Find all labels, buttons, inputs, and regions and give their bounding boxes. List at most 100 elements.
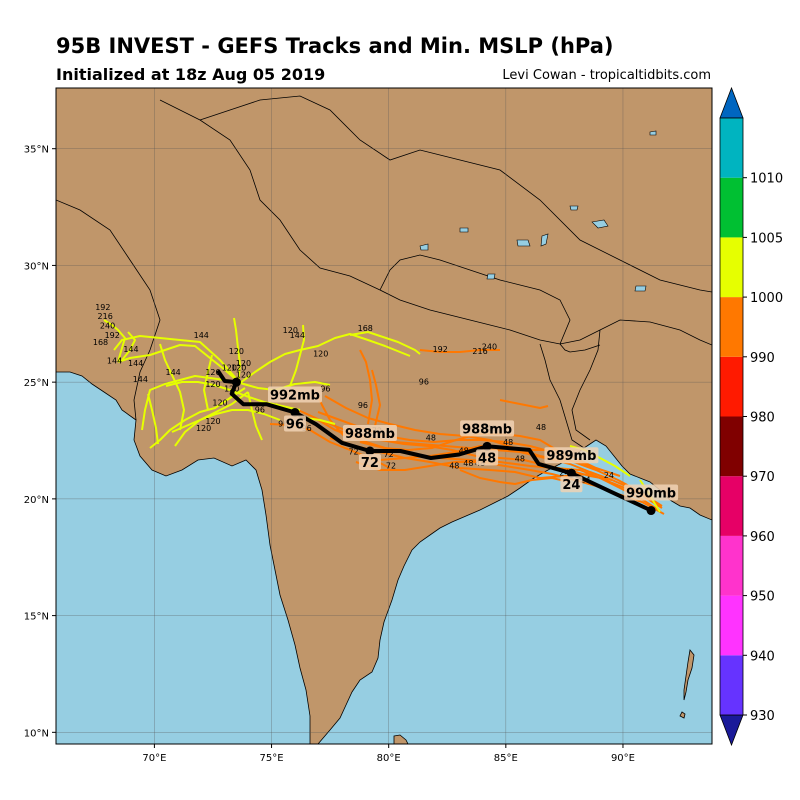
forecast-hour-label: 48 [478,451,496,466]
member-hour-label: 120 [236,370,251,379]
member-hour-label: 144 [290,331,305,340]
member-hour-label: 144 [194,331,209,340]
member-hour-label: 168 [93,338,108,347]
member-hour-label: 120 [283,326,298,335]
colorbar-label: 990 [750,351,775,366]
colorbar-segment [720,356,743,417]
colorbar-label: 960 [750,530,775,545]
border-lines [56,95,712,449]
member-hour-label: 144 [107,356,122,365]
hour-label-box [358,454,381,471]
member-hour-label: 120 [205,380,220,389]
init-time: Initialized at 18z Aug 05 2019 [56,65,326,84]
member-hour-label: 48 [426,434,436,443]
member-hour-label: 120 [196,424,211,433]
hour-label-box [476,449,499,466]
mean-track-point [231,377,241,387]
mslp-label: 989mb [546,449,596,464]
member-hour-label: 120 [205,417,220,426]
member-hour-label: 192 [95,303,110,312]
member-hour-label: 72 [384,450,394,459]
land-sri-lanka [393,734,409,744]
member-hour-label: 120 [231,363,246,372]
member-hour-label: 120 [205,368,220,377]
land-andaman [683,649,695,701]
hour-label-box [560,476,583,493]
colorbar-segment [720,416,743,477]
mean-track-point [566,468,576,478]
member-hour-label: 48 [503,438,513,447]
lat-tick-label: 30°N [24,261,49,272]
colorbar-segment [720,476,743,536]
mean-track-point [482,441,492,451]
lon-tick-label: 80°E [377,753,401,764]
mslp-colorbar: 930 940 950 960 970 980 990 1000 1005 1010 [719,86,783,747]
hour-label-box [283,415,306,432]
lat-tick-label: 25°N [24,378,49,389]
colorbar-under-extend [719,714,744,747]
chart-title: 95B INVEST - GEFS Tracks and Min. MSLP (… [56,34,614,58]
member-hour-label: 144 [133,375,148,384]
lon-tick-label: 75°E [260,753,284,764]
forecast-hour-label: 24 [562,478,580,493]
colorbar-segment [720,655,743,715]
member-hour-label: 216 [98,312,113,321]
colorbar-segment [720,237,743,298]
land-mainland [56,88,712,744]
colorbar-segment [720,595,743,656]
member-hour-label: 48 [449,462,459,471]
mslp-label-box [460,420,515,437]
member-hour-label: 96 [320,384,330,393]
lon-tick-label: 90°E [611,753,635,764]
mslp-label-box [544,447,599,464]
member-hour-label: 144 [123,345,138,354]
mslp-label-box [267,386,322,403]
member-hour-label: 24 [604,471,614,480]
member-hour-label: 168 [358,324,373,333]
mslp-label-box [624,484,679,501]
axis-ticks: 70°E 75°E 80°E 85°E 90°E 10°N 15°N 20°N 25°N 30°N… [24,145,635,764]
lat-tick-label: 15°N [24,612,49,623]
member-hour-label: 96 [255,405,265,414]
mslp-label: 992mb [270,388,320,403]
member-hour-label: 192 [433,345,448,354]
land-nicobar [679,711,686,719]
member-hour-label: 216 [472,347,487,356]
mslp-label: 990mb [626,487,676,502]
member-hour-label: 48 [515,455,525,464]
mean-track-point [290,407,300,417]
colorbar-label: 970 [750,470,775,485]
member-hour-label: 240 [100,321,115,330]
member-hour-label: 120 [222,363,237,372]
colorbar-label: 940 [750,649,775,664]
colorbar-label: 950 [750,590,775,605]
member-hour-label: 96 [419,377,429,386]
member-hour-label: 96 [278,420,288,429]
member-hour-label: 192 [105,331,120,340]
colorbar-label: 980 [750,411,775,426]
member-hour-label: 48 [459,446,469,455]
colorbar-segment [720,118,743,178]
lon-tick-label: 70°E [142,753,166,764]
member-hour-label: 120 [313,349,328,358]
colorbar-segment [720,535,743,596]
member-hour-label: 120 [229,347,244,356]
colorbar-segment [720,177,743,238]
member-hour-label: 144 [128,359,143,368]
mean-track-point [365,446,375,456]
member-hour-label: 72 [386,462,396,471]
member-hour-labels: 9696969696967272727248484848484848484824… [93,303,614,485]
mslp-label-box [342,425,397,442]
credit-text: Levi Cowan - tropicaltidbits.com [502,68,711,83]
colorbar-over-extend [719,86,744,119]
map-frame [55,87,713,745]
member-hour-label: 96 [358,401,368,410]
lon-tick-label: 85°E [494,753,518,764]
mslp-label: 988mb [462,422,512,437]
member-hour-label: 120 [212,398,227,407]
lakes [419,130,657,292]
lat-tick-label: 10°N [24,728,49,739]
member-hour-label: 48 [463,459,473,468]
